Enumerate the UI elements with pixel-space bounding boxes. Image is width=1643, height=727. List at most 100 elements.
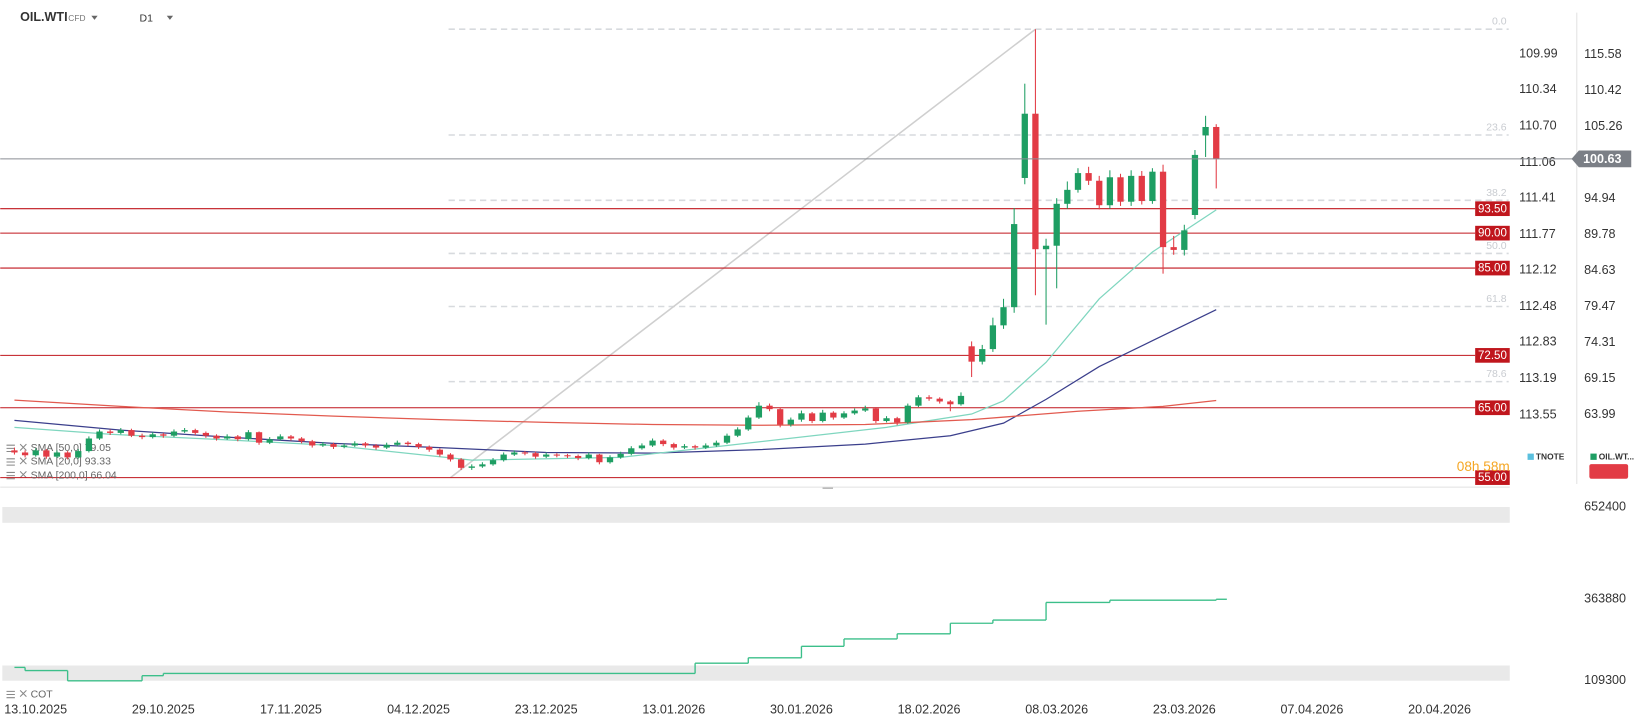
sma-legend: SMA [20,0] 93.33 <box>31 457 111 468</box>
candle-body <box>649 440 656 446</box>
candle-body <box>1011 224 1018 308</box>
candle-body <box>43 450 50 457</box>
candle-body <box>266 439 273 443</box>
candle-body <box>766 405 773 410</box>
y2-tick-label: 111.77 <box>1519 227 1556 241</box>
x-tick-label: 20.04.2026 <box>1408 703 1471 717</box>
candle-body <box>351 443 358 446</box>
candle-body <box>255 432 263 443</box>
candle-body <box>553 454 560 456</box>
candle-body <box>149 434 156 438</box>
candle-body <box>64 452 71 458</box>
candle-body <box>1074 173 1082 190</box>
price-level-tag <box>1475 470 1510 485</box>
candle-body <box>606 457 614 463</box>
price-level-label: 72.50 <box>1478 350 1507 362</box>
candle-body <box>1000 307 1007 326</box>
x-tick-label: 04.12.2025 <box>387 703 450 717</box>
zone-band <box>2 507 1510 523</box>
candle-body <box>500 454 507 461</box>
fib-label: 61.8 <box>1486 294 1507 305</box>
candle-body <box>670 444 677 448</box>
trade-button[interactable] <box>1589 464 1629 479</box>
fib-label: 0.0 <box>1492 17 1507 28</box>
candle-body <box>851 410 858 414</box>
candle-body <box>309 441 316 446</box>
last-price-label: 100.63 <box>1583 152 1621 166</box>
candle-body <box>723 435 731 443</box>
y-tick-label: 652400 <box>1584 499 1626 513</box>
candle-body <box>745 417 752 430</box>
candle-body <box>1085 173 1092 181</box>
y-tick-label: 109300 <box>1584 673 1626 687</box>
candle-body <box>1053 203 1060 246</box>
candle-body <box>383 444 390 448</box>
sma-legend: SMA [50,0] 79.05 <box>31 443 111 454</box>
y-tick-label: 79.47 <box>1584 299 1615 313</box>
sma-legend-icons <box>6 443 27 699</box>
symbol-dropdown[interactable] <box>91 15 98 20</box>
symbol[interactable]: OIL.WTI <box>20 10 67 24</box>
candle-body <box>915 397 922 406</box>
candle-body <box>894 418 901 423</box>
y-tick-label: 105.26 <box>1584 119 1622 133</box>
candle-body <box>543 454 550 457</box>
candle-body <box>979 349 986 362</box>
timeframe[interactable]: D1 <box>140 14 154 25</box>
candle-body <box>521 452 529 454</box>
candle-body <box>234 436 241 440</box>
candle-body <box>702 445 709 448</box>
candle-body <box>404 442 412 445</box>
price-level-tag <box>1475 400 1510 416</box>
timeframe-dropdown[interactable] <box>166 15 174 20</box>
countdown: 08h 58m <box>1457 459 1510 474</box>
y2-tick-label: 113.19 <box>1519 371 1557 385</box>
y2-tick-label: 112.83 <box>1519 334 1557 348</box>
candle-body <box>1213 126 1220 159</box>
candle-body <box>298 438 305 442</box>
y-tick-label: 115.58 <box>1584 47 1622 61</box>
candle-body <box>1064 189 1071 204</box>
candle-body <box>362 443 369 446</box>
sma-legend: SMA [200,0] 66.04 <box>31 470 117 481</box>
candle-body <box>883 418 890 422</box>
price-level-tag <box>1475 260 1510 276</box>
candle-body <box>872 408 880 422</box>
candle-body <box>213 435 220 439</box>
candle-body <box>138 435 146 438</box>
legend-swatch <box>1590 453 1597 460</box>
price-level-label: 55.00 <box>1478 472 1507 484</box>
y-tick-label: 363880 <box>1584 592 1626 606</box>
candle-body <box>925 397 933 399</box>
candle-body <box>372 445 380 448</box>
candle-body <box>96 431 103 439</box>
candle-body <box>862 408 869 411</box>
price-level-label: 65.00 <box>1478 402 1507 414</box>
candle-body <box>75 451 82 458</box>
price-level-label: 85.00 <box>1478 263 1507 275</box>
candle-body <box>1149 171 1156 202</box>
candle-body <box>1138 175 1145 202</box>
candle-body <box>1202 126 1209 136</box>
sma-line <box>14 209 1217 461</box>
candle-body <box>340 445 348 447</box>
candle-body <box>224 436 231 439</box>
candle-body <box>319 444 327 446</box>
y-tick-label: 94.94 <box>1584 191 1615 205</box>
fib-label: 38.2 <box>1486 188 1507 199</box>
x-tick-label: 13.10.2025 <box>4 703 67 717</box>
candle-body <box>628 448 635 454</box>
candle-body <box>468 466 475 468</box>
candle-body <box>1159 171 1167 248</box>
price-level-tag <box>1475 201 1510 217</box>
candle-body <box>457 459 465 468</box>
candle-body <box>840 413 848 418</box>
panel-title: COT <box>31 689 54 700</box>
candle-body <box>436 449 443 455</box>
x-tick-label: 29.10.2025 <box>132 703 195 717</box>
candle-body <box>511 452 518 455</box>
candle-body <box>1106 177 1114 206</box>
candle-body <box>1191 154 1199 215</box>
